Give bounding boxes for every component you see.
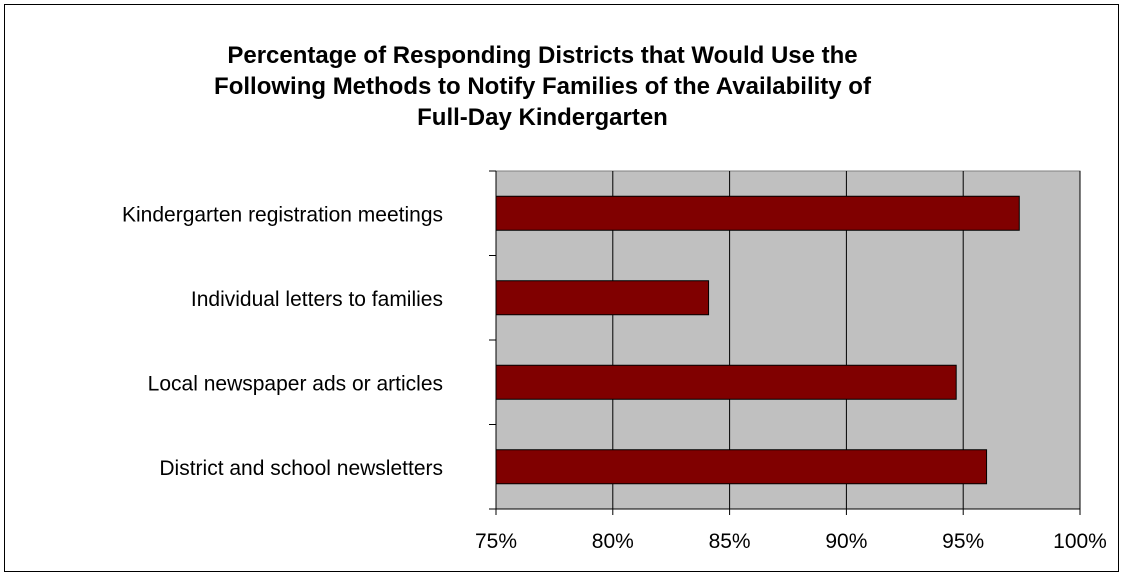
x-tick-label: 75% xyxy=(475,530,517,553)
bar xyxy=(495,449,988,485)
x-tick-label: 85% xyxy=(709,530,751,553)
x-tick-label: 80% xyxy=(592,530,634,553)
bar xyxy=(495,364,957,400)
category-label: Local newspaper ads or articles xyxy=(148,372,443,395)
x-tick-label: 100% xyxy=(1053,530,1107,553)
chart-title: Percentage of Responding Districts that … xyxy=(5,40,1080,133)
chart-title-line-3: Full-Day Kindergarten xyxy=(417,104,668,131)
x-tick-label: 95% xyxy=(942,530,984,553)
category-label: Kindergarten registration meetings xyxy=(122,203,443,226)
y-axis: Kindergarten registration meetings Indivi… xyxy=(122,170,497,510)
bar xyxy=(495,195,1020,231)
x-tick-label: 90% xyxy=(825,530,867,553)
chart-title-line-1: Percentage of Responding Districts that … xyxy=(227,42,858,69)
category-label: District and school newsletters xyxy=(159,457,443,480)
chart-title-line-2: Following Methods to Notify Families of … xyxy=(214,73,871,100)
bar xyxy=(495,280,710,316)
x-axis: 75% 80% 85% 90% 95% 100% xyxy=(475,508,1107,553)
category-label: Individual letters to families xyxy=(191,288,443,311)
